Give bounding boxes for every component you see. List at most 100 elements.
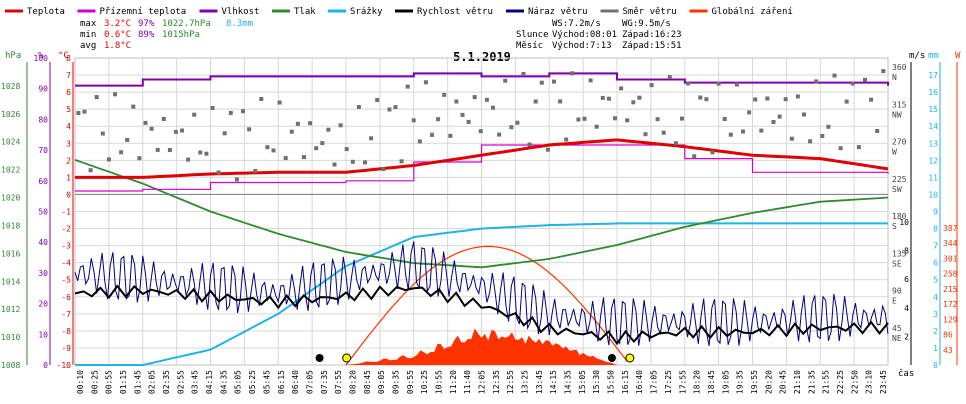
wind-gust-max: WG:9.5m/s	[622, 19, 671, 29]
wind-speed-line	[74, 284, 889, 346]
time-tick-label: 22:50	[850, 370, 859, 394]
wind-direction-point	[198, 150, 203, 155]
time-tick-label: 17:25	[664, 370, 673, 394]
time-tick-label: 10:55	[434, 370, 443, 394]
wind-direction-point	[363, 160, 367, 165]
wind-direction-point	[698, 95, 703, 100]
sunset-time: Západ:16:23	[622, 30, 682, 40]
wind-direction-point	[369, 136, 374, 141]
time-tick-label: 16:15	[621, 370, 630, 394]
wind-direction-point	[295, 121, 300, 126]
wind-direction-point	[814, 79, 819, 84]
legend: Teplota Přízemní teplota Vlhkost Tlak Srážky…	[5, 7, 793, 17]
sunrise-marker	[342, 353, 352, 363]
clear-sky-radiation-line	[345, 245, 628, 366]
wind-direction-point	[478, 129, 483, 134]
mm-tick-label: 8	[933, 225, 938, 234]
wind-direction-point	[228, 110, 233, 115]
time-tick-label: 05:05	[234, 370, 243, 394]
wind-direction-point	[600, 95, 605, 100]
wind-direction-point	[588, 78, 593, 83]
wind-direction-point	[454, 99, 459, 104]
time-tick-label: 12:55	[506, 370, 515, 394]
wind-direction-point	[430, 132, 434, 137]
wind-direction-point	[149, 126, 154, 131]
stats-block: max 3.2°C 97% 1022.7hPa 8.3mm min 0.6°C …	[80, 19, 253, 51]
time-tick-label: 17:05	[650, 370, 659, 394]
time-tick-label: 04:15	[205, 370, 214, 394]
time-tick-label: 09:35	[391, 370, 400, 394]
wind-direction-point	[210, 106, 215, 110]
chart-title: 5.1.2019	[453, 50, 511, 64]
hpa-tick-label: 1024	[1, 138, 20, 147]
time-tick-label: 13:25	[521, 370, 530, 394]
wind-direction-point	[667, 75, 672, 80]
wind-direction-point	[564, 137, 569, 142]
time-tick-label: 12:35	[492, 370, 501, 394]
wind-direction-point	[753, 97, 758, 102]
wind-direction-point	[82, 109, 87, 114]
moonset-time: Západ:15:51	[622, 41, 682, 51]
w-tick-label: 86	[943, 331, 953, 340]
sun-label: Slunce	[516, 30, 549, 40]
legend-label-4: Srážky	[350, 7, 383, 17]
degc-tick-label: -3	[61, 242, 71, 251]
stats-max-label: max	[80, 19, 97, 29]
wind-direction-point	[192, 112, 197, 117]
wind-direction-point	[558, 99, 563, 104]
time-tick-label: 15:50	[607, 370, 616, 394]
wind-speed-max: WS:7.2m/s	[552, 19, 601, 29]
time-tick-label: 14:35	[564, 370, 573, 394]
moonset-marker	[607, 354, 616, 362]
hpa-tick-label: 1020	[1, 194, 20, 203]
time-tick-label: 00:10	[76, 370, 85, 394]
stats-min-press: 1015hPa	[162, 30, 200, 40]
legend-label-0: Teplota	[27, 7, 65, 17]
unit-hpa: hPa	[5, 51, 21, 61]
hpa-tick-label: 1014	[1, 277, 20, 286]
time-tick-label: 07:55	[334, 370, 343, 394]
wind-direction-point	[789, 136, 794, 141]
direction-tick-label: E	[892, 297, 897, 306]
time-tick-label: 13:45	[535, 370, 544, 394]
time-tick-label: 08:20	[348, 370, 357, 394]
axis-units: hPa % °C m/s mm W čas	[5, 51, 961, 379]
wind-direction-point	[161, 117, 166, 121]
mm-tick-label: 5	[933, 276, 938, 285]
pct-tick-label: 70	[38, 146, 48, 155]
pct-tick-label: 60	[38, 177, 48, 186]
wind-direction-point	[613, 116, 617, 121]
x-axis-label: čas	[898, 368, 914, 379]
legend-label-1: Přízemní teplota	[100, 7, 187, 17]
time-tick-label: 18:45	[707, 370, 716, 394]
degc-tick-label: 6	[66, 88, 71, 97]
mm-tick-label: 13	[928, 139, 938, 148]
wind-direction-point	[527, 142, 532, 147]
wind-direction-point	[417, 139, 422, 144]
direction-tick-label: 225	[892, 175, 907, 184]
stats-min-label: min	[80, 30, 96, 40]
time-tick-label: 19:55	[750, 370, 759, 394]
time-tick-label: 20:20	[764, 370, 773, 394]
direction-tick-label: N	[892, 73, 897, 82]
time-tick-label: 19:05	[721, 370, 730, 394]
hpa-tick-label: 1012	[1, 305, 20, 314]
wind-direction-point	[167, 148, 172, 152]
legend-label-3: Tlak	[294, 7, 316, 17]
wind-direction-point	[619, 86, 624, 91]
stats-max-press: 1022.7hPa	[162, 19, 211, 29]
wind-direction-point	[582, 116, 587, 121]
time-tick-label: 11:20	[449, 370, 458, 394]
time-tick-label: 09:05	[377, 370, 386, 394]
degc-tick-label: -4	[61, 259, 71, 268]
w-tick-label: 301	[943, 254, 958, 263]
w-tick-label: 387	[943, 224, 958, 233]
wind-direction-point	[759, 128, 764, 133]
wind-direction-point	[277, 100, 282, 105]
legend-label-8: Globální záření	[712, 7, 793, 17]
grid	[74, 57, 889, 366]
wind-direction-point	[332, 162, 337, 167]
direction-tick-label: 135	[892, 249, 907, 258]
mm-tick-label: 2	[933, 327, 938, 336]
